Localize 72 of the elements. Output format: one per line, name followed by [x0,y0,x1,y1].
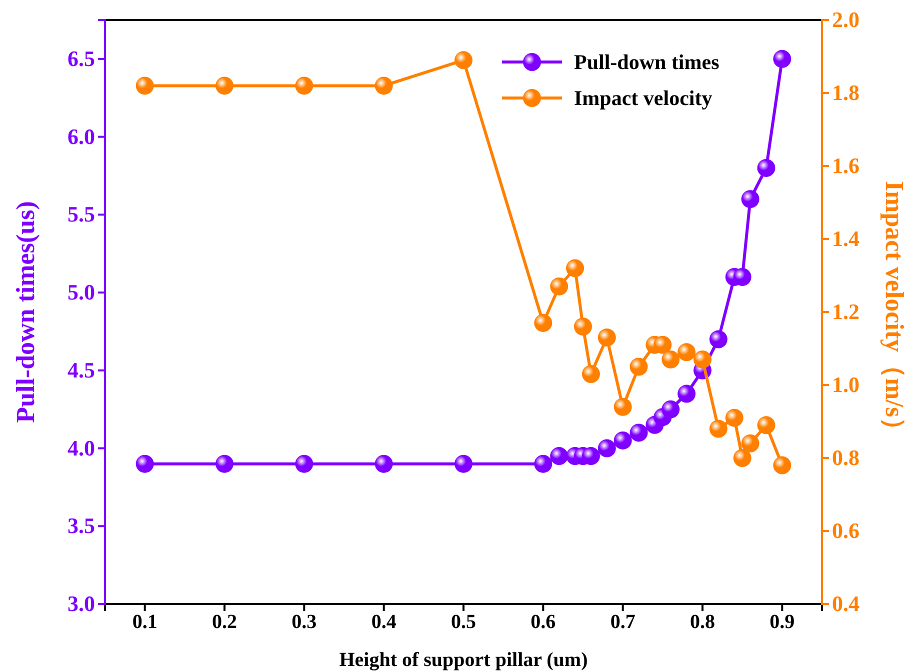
y2-tick-label: 0.4 [832,591,860,616]
point [709,330,728,348]
y-axis-title: Pull-down times(us) [11,201,40,423]
point [757,416,776,434]
y2-axis-title: Impact velocity（m/s） [880,180,909,444]
y-tick-label: 3.0 [68,591,95,616]
point [566,259,584,278]
y-tick-label: 6.5 [68,46,95,71]
point [582,365,600,384]
y-tick-label: 6.0 [68,124,95,149]
x-tick-label: 0.5 [451,611,476,634]
point [574,318,592,336]
legend-label: Impact velocity [574,86,713,110]
y2-tick-label: 1.4 [832,226,860,252]
point [662,350,680,368]
point [295,76,314,95]
y-tick-label: 5.5 [68,202,95,227]
y-tick-label: 5.0 [68,280,95,305]
point [630,358,648,376]
point [694,350,712,368]
point [534,314,552,332]
x-tick-label: 0.2 [212,611,237,634]
y2-tick-label: 0.8 [832,445,860,470]
point [741,434,760,452]
y-tick-label: 4.0 [68,435,95,460]
y2-tick-label: 1.2 [832,299,860,324]
y2-tick-label: 0.6 [832,518,860,544]
y2-tick-label: 1.8 [832,80,860,106]
y2-tick-label: 1.0 [832,372,860,398]
point [374,454,393,473]
point [136,76,154,95]
point [773,456,792,474]
point [733,268,752,286]
point [582,447,600,466]
point [550,277,568,296]
point [662,400,680,418]
x-tick-label: 0.6 [530,611,556,634]
point [773,50,792,68]
point [598,439,616,458]
point [614,431,632,450]
x-tick-label: 0.7 [610,611,636,634]
point [733,449,752,467]
point [534,454,552,473]
point [678,343,696,362]
point [614,398,632,416]
x-tick-label: 0.1 [132,611,158,634]
x-tick-label: 0.8 [690,611,715,634]
point [550,447,568,466]
point [216,76,234,95]
point [678,384,696,403]
x-axis-title: Height of support pillar (um) [339,649,588,671]
x-tick-label: 0.9 [770,611,795,634]
point [725,408,744,427]
x-tick-label: 0.4 [371,611,396,634]
point [454,51,472,70]
y-tick-label: 3.5 [68,513,95,538]
point [654,336,672,354]
y2-tick-label: 2.0 [832,7,860,32]
point [136,454,154,473]
point [216,454,234,473]
point [630,424,648,442]
x-tick-label: 0.3 [292,611,317,634]
point [709,420,728,438]
legend-label: Pull-down times [574,50,720,74]
point [295,454,314,473]
point [374,76,393,95]
point [598,328,616,347]
point [741,190,760,208]
point [454,454,472,473]
point [757,158,776,177]
y-tick-label: 4.5 [68,357,95,382]
y2-tick-label: 1.6 [832,153,860,178]
